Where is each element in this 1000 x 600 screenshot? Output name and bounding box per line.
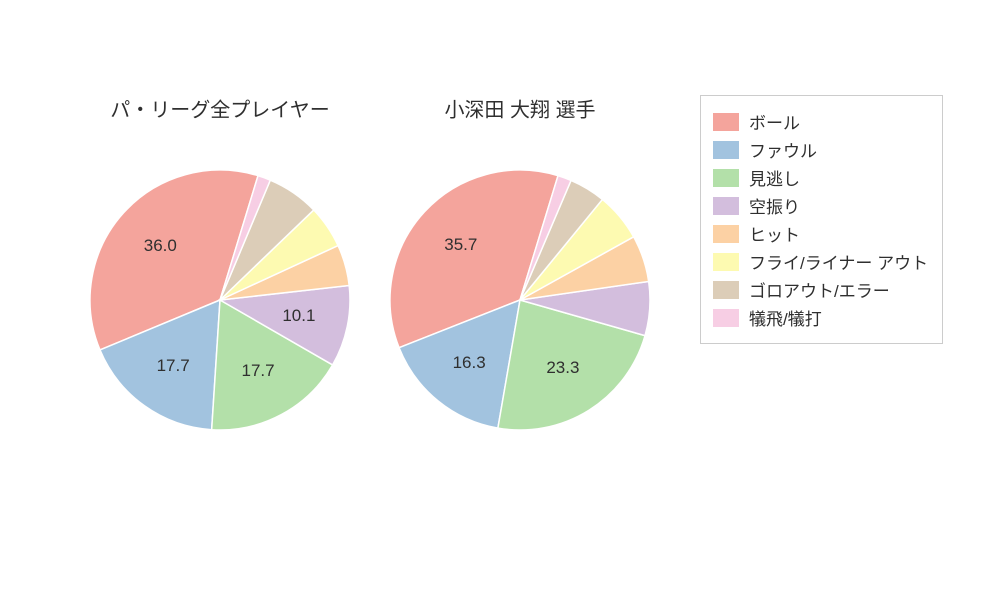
- chart-stage: パ・リーグ全プレイヤー 36.0 17.7 17.7 10.1 小深田 大翔 選手 35.7…: [0, 0, 1000, 600]
- legend-item-foul: ファウル: [713, 137, 928, 162]
- legend-item-fly: フライ/ライナー アウト: [713, 249, 928, 274]
- legend-item-looking: 見逃し: [713, 165, 928, 190]
- legend-swatch-hit: [713, 225, 739, 243]
- legend-label-ground: ゴロアウト/エラー: [749, 277, 890, 302]
- slice-label-league-swing: 10.1: [282, 306, 315, 326]
- legend-swatch-looking: [713, 169, 739, 187]
- slice-label-league-ball: 36.0: [144, 236, 177, 256]
- pie-title-player: 小深田 大翔 選手: [444, 94, 595, 123]
- legend-item-hit: ヒット: [713, 221, 928, 246]
- legend-swatch-ball: [713, 113, 739, 131]
- legend-label-ball: ボール: [749, 109, 800, 134]
- legend-item-ground: ゴロアウト/エラー: [713, 277, 928, 302]
- legend-swatch-foul: [713, 141, 739, 159]
- legend-item-swing: 空振り: [713, 193, 928, 218]
- legend-swatch-sac: [713, 309, 739, 327]
- legend-swatch-fly: [713, 253, 739, 271]
- legend-swatch-swing: [713, 197, 739, 215]
- slice-label-player-foul: 16.3: [453, 353, 486, 373]
- pie-player: [388, 168, 652, 432]
- legend-label-foul: ファウル: [749, 137, 817, 162]
- legend-label-sac: 犠飛/犠打: [749, 305, 822, 330]
- slice-label-league-looking: 17.7: [242, 361, 275, 381]
- legend-swatch-ground: [713, 281, 739, 299]
- legend-label-looking: 見逃し: [749, 165, 800, 190]
- slice-label-player-looking: 23.3: [546, 358, 579, 378]
- slice-label-league-foul: 17.7: [157, 356, 190, 376]
- slice-label-player-ball: 35.7: [444, 235, 477, 255]
- legend-label-fly: フライ/ライナー アウト: [749, 249, 928, 274]
- legend-item-ball: ボール: [713, 109, 928, 134]
- legend: ボールファウル見逃し空振りヒットフライ/ライナー アウトゴロアウト/エラー犠飛/…: [700, 95, 943, 344]
- legend-label-swing: 空振り: [749, 193, 800, 218]
- pie-title-league: パ・リーグ全プレイヤー: [110, 94, 329, 123]
- legend-item-sac: 犠飛/犠打: [713, 305, 928, 330]
- pie-league: [88, 168, 352, 432]
- legend-label-hit: ヒット: [749, 221, 800, 246]
